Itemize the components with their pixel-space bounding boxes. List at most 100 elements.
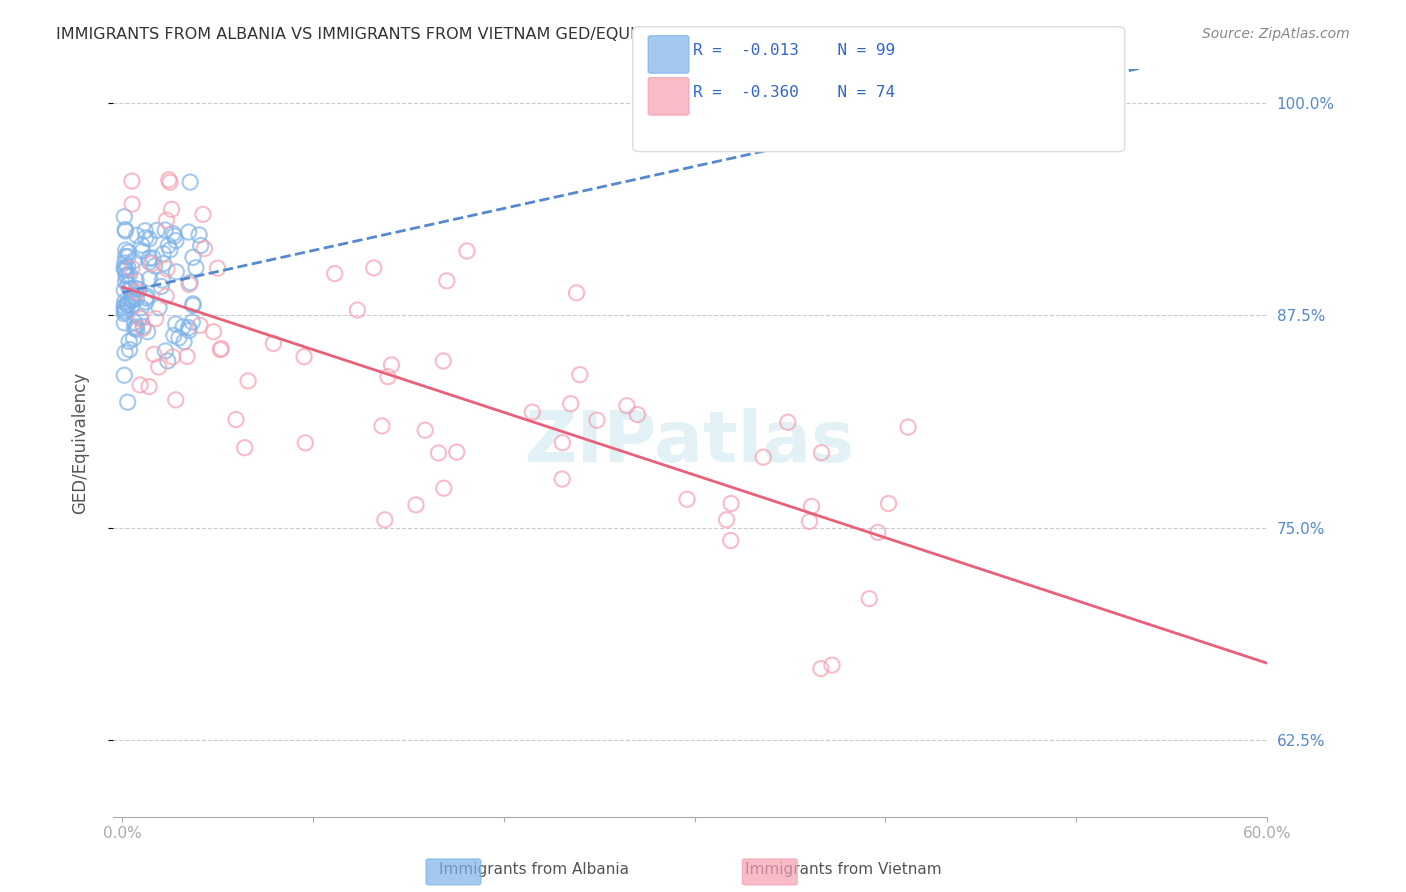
Immigrants from Vietnam [155, 213, 177, 227]
Immigrants from Albania [167, 331, 190, 345]
Immigrants from Vietnam [427, 446, 450, 460]
Immigrants from Vietnam [716, 513, 738, 527]
Immigrants from Albania [124, 321, 146, 335]
Immigrants from Albania [118, 334, 141, 349]
Immigrants from Vietnam [371, 419, 394, 434]
Immigrants from Vietnam [129, 378, 152, 392]
Immigrants from Vietnam [159, 175, 181, 189]
Immigrants from Albania [118, 282, 141, 296]
Immigrants from Albania [135, 291, 157, 305]
Immigrants from Vietnam [752, 450, 775, 465]
Immigrants from Albania [112, 368, 135, 383]
Immigrants from Albania [165, 234, 187, 248]
Immigrants from Vietnam [162, 350, 184, 364]
Immigrants from Albania [156, 354, 179, 368]
Immigrants from Albania [112, 283, 135, 297]
Immigrants from Albania [125, 273, 148, 287]
Text: R =  -0.360    N = 74: R = -0.360 N = 74 [693, 86, 896, 100]
Immigrants from Vietnam [551, 435, 574, 450]
Immigrants from Vietnam [132, 321, 155, 335]
Immigrants from Albania [120, 282, 142, 296]
Immigrants from Albania [136, 325, 159, 339]
Immigrants from Albania [181, 315, 204, 329]
Immigrants from Albania [150, 279, 173, 293]
Immigrants from Albania [124, 315, 146, 329]
Immigrants from Albania [114, 249, 136, 263]
Immigrants from Vietnam [456, 244, 478, 258]
Immigrants from Vietnam [125, 285, 148, 299]
Immigrants from Vietnam [156, 262, 179, 277]
Immigrants from Vietnam [800, 500, 823, 514]
Immigrants from Vietnam [433, 481, 456, 495]
Immigrants from Albania [179, 175, 201, 189]
Immigrants from Vietnam [157, 173, 180, 187]
Immigrants from Vietnam [776, 415, 799, 429]
Immigrants from Albania [153, 223, 176, 237]
Immigrants from Vietnam [177, 277, 200, 292]
Immigrants from Vietnam [207, 261, 229, 276]
Immigrants from Albania [152, 256, 174, 270]
Immigrants from Albania [125, 282, 148, 296]
Immigrants from Vietnam [236, 374, 259, 388]
Immigrants from Vietnam [129, 311, 152, 326]
Immigrants from Albania [112, 260, 135, 275]
Immigrants from Albania [118, 343, 141, 357]
Immigrants from Vietnam [346, 303, 368, 318]
Immigrants from Albania [122, 289, 145, 303]
Immigrants from Albania [150, 273, 173, 287]
Immigrants from Vietnam [560, 397, 582, 411]
Immigrants from Albania [181, 297, 204, 311]
Immigrants from Albania [114, 263, 136, 277]
Immigrants from Vietnam [145, 311, 167, 326]
Immigrants from Vietnam [188, 318, 211, 333]
Immigrants from Albania [138, 255, 160, 269]
Immigrants from Albania [179, 276, 201, 290]
Immigrants from Albania [138, 271, 160, 285]
Immigrants from Albania [143, 259, 166, 273]
Immigrants from Albania [136, 289, 159, 303]
Immigrants from Vietnam [138, 379, 160, 393]
Text: Immigrants from Albania: Immigrants from Albania [439, 863, 630, 877]
Immigrants from Albania [128, 283, 150, 297]
Immigrants from Albania [181, 298, 204, 312]
Immigrants from Albania [117, 295, 139, 310]
Immigrants from Albania [114, 243, 136, 257]
Immigrants from Albania [117, 245, 139, 260]
Immigrants from Vietnam [616, 399, 638, 413]
Immigrants from Albania [145, 223, 167, 237]
Immigrants from Vietnam [720, 496, 742, 510]
Immigrants from Albania [112, 299, 135, 313]
Immigrants from Vietnam [148, 359, 170, 374]
Immigrants from Albania [117, 260, 139, 274]
Text: Immigrants from Vietnam: Immigrants from Vietnam [745, 863, 942, 877]
Immigrants from Vietnam [413, 423, 436, 437]
Immigrants from Vietnam [565, 285, 588, 300]
Immigrants from Vietnam [897, 420, 920, 434]
Immigrants from Vietnam [209, 342, 232, 356]
Immigrants from Vietnam [626, 408, 648, 422]
Immigrants from Vietnam [866, 525, 889, 540]
Immigrants from Vietnam [121, 197, 143, 211]
Immigrants from Albania [131, 244, 153, 258]
Immigrants from Albania [125, 292, 148, 306]
Y-axis label: GED/Equivalency: GED/Equivalency [72, 371, 89, 514]
Immigrants from Vietnam [142, 347, 165, 361]
Text: ZIPatlas: ZIPatlas [524, 408, 855, 477]
Immigrants from Vietnam [810, 446, 832, 460]
Immigrants from Albania [114, 224, 136, 238]
Immigrants from Albania [115, 268, 138, 283]
Immigrants from Vietnam [292, 350, 315, 364]
Immigrants from Vietnam [202, 325, 225, 339]
Immigrants from Vietnam [799, 515, 821, 529]
Immigrants from Albania [188, 227, 211, 242]
Immigrants from Vietnam [432, 354, 454, 368]
Immigrants from Vietnam [363, 260, 385, 275]
Immigrants from Albania [117, 250, 139, 264]
Immigrants from Albania [118, 268, 141, 282]
Immigrants from Albania [112, 301, 135, 315]
Immigrants from Albania [125, 228, 148, 243]
Immigrants from Albania [131, 238, 153, 252]
Immigrants from Albania [165, 265, 187, 279]
Immigrants from Albania [114, 222, 136, 236]
Immigrants from Albania [114, 346, 136, 360]
